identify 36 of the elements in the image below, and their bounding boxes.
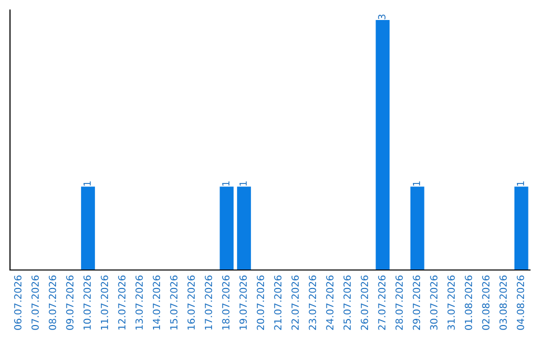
- x-tick-label: 02.08.2026: [482, 275, 490, 330]
- x-tick-label: 24.07.2026: [326, 275, 334, 330]
- x-tick-label: 22.07.2026: [291, 275, 299, 330]
- x-tick-label: 10.07.2026: [83, 275, 91, 330]
- data-label: 3: [378, 14, 386, 20]
- data-label: 1: [84, 181, 91, 186]
- x-tick-label: 17.07.2026: [204, 275, 212, 330]
- data-label: 1: [412, 181, 420, 186]
- x-tick-label: 15.07.2026: [170, 275, 178, 330]
- x-tick-label: 12.07.2026: [118, 275, 126, 330]
- x-tick-label: 08.07.2026: [48, 275, 56, 330]
- x-tick-label: 26.07.2026: [360, 275, 368, 330]
- x-tick-label: 30.07.2026: [430, 275, 438, 330]
- x-tick-label: 07.07.2026: [31, 275, 39, 330]
- x-tick-label: 11.07.2026: [100, 275, 108, 330]
- x-tick-label: 21.07.2026: [274, 275, 282, 330]
- x-tick-label: 23.07.2026: [308, 275, 316, 330]
- x-tick-label: 09.07.2026: [66, 275, 74, 330]
- x-tick-label: 03.08.2026: [499, 275, 507, 330]
- x-tick-label: 27.07.2026: [378, 275, 386, 330]
- x-tick-label: 16.07.2026: [187, 275, 195, 330]
- x-tick-label: 13.07.2026: [135, 275, 143, 330]
- data-label: 1: [240, 181, 247, 186]
- x-tick-label: 29.07.2026: [412, 275, 420, 330]
- x-tick-label: 25.07.2026: [343, 275, 351, 330]
- data-label: 1: [516, 181, 524, 186]
- x-tick-label: 20.07.2026: [256, 275, 264, 330]
- x-tick-label: 14.07.2026: [152, 275, 160, 330]
- x-tick-label: 06.07.2026: [14, 275, 22, 330]
- data-label: 1: [222, 181, 230, 186]
- x-tick-label: 19.07.2026: [239, 275, 247, 330]
- x-tick-label: 18.07.2026: [222, 275, 230, 330]
- x-tick-label: 01.08.2026: [464, 275, 472, 330]
- x-tick-label: 04.08.2026: [516, 275, 524, 330]
- x-tick-label: 31.07.2026: [447, 275, 455, 330]
- x-tick-label: 28.07.2026: [395, 275, 403, 330]
